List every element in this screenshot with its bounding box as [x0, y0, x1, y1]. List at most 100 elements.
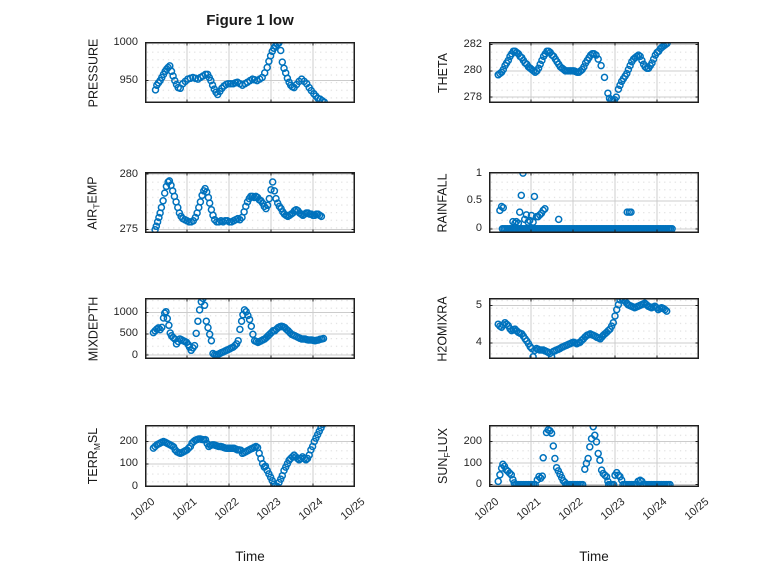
plot-area-sun_flux: [489, 425, 699, 487]
scatter-point: [623, 69, 631, 78]
scatter-point: [247, 322, 256, 330]
y-tick-label: 100: [463, 456, 482, 469]
scatter-point: [155, 213, 163, 222]
y-axis-label-text: AIR: [86, 208, 101, 230]
scatter-point: [648, 59, 656, 67]
tick-marks: [489, 42, 699, 103]
scatter-point: [208, 81, 217, 89]
scatter-point: [592, 438, 601, 446]
y-axis-label-sun_flux: SUNFLUX: [431, 425, 455, 487]
y-tick-label: 5: [475, 298, 482, 311]
scatter-point: [159, 314, 168, 322]
y-axis-label-text: RAINFALL: [436, 172, 450, 233]
y-tick-label: 0.5: [466, 194, 482, 207]
scatter-series: [151, 42, 329, 103]
scatter-point: [534, 64, 543, 72]
plot-area-pressure: [145, 42, 355, 103]
scatter-point: [504, 56, 513, 65]
scatter-point: [551, 454, 559, 463]
scatter-point: [609, 480, 618, 487]
y-axis-label-text: SL: [86, 427, 101, 444]
y-axis-label-text: H2OMIXRA: [436, 295, 451, 362]
y-axis-label-pressure: PRESSURE: [81, 38, 105, 107]
tick-marks: [489, 172, 699, 233]
scatter-point: [204, 323, 212, 332]
scatter-point: [541, 205, 549, 213]
scatter-point: [601, 471, 609, 479]
y-axis-label-text: TERR: [86, 450, 101, 485]
scatter-point: [536, 60, 544, 69]
scatter-point: [612, 93, 621, 101]
scatter-point: [624, 65, 633, 74]
scatter-point: [535, 472, 543, 481]
scatter-point: [267, 185, 275, 194]
scatter-point: [538, 56, 546, 65]
scatter-point: [496, 471, 504, 479]
scatter-point: [531, 480, 539, 487]
scatter-point: [530, 192, 539, 201]
scatter-point: [202, 317, 211, 325]
x-axis-label-right: Time: [579, 549, 609, 564]
scatter-point: [554, 215, 563, 224]
y-axis-label-subscript: M: [92, 443, 103, 451]
scatter-point: [184, 444, 193, 452]
scatter-point: [600, 73, 609, 82]
scatter-point: [158, 323, 166, 332]
scatter-point: [661, 42, 670, 49]
scatter-point: [662, 307, 671, 315]
y-tick-label: 1000: [113, 306, 138, 318]
scatter-point: [591, 431, 599, 440]
scatter-point: [522, 211, 531, 219]
scatter-point: [242, 202, 250, 211]
scatter-point: [195, 306, 204, 314]
tick-marks: [489, 298, 699, 359]
scatter-point: [638, 56, 646, 65]
tick-marks: [145, 298, 355, 359]
tick-marks: [145, 42, 355, 103]
scatter-point: [499, 65, 508, 74]
scatter-point: [584, 454, 592, 463]
scatter-point: [196, 198, 205, 206]
y-axis-label-text: PRESSURE: [86, 38, 100, 107]
scatter-point: [580, 63, 588, 71]
scatter-point: [526, 342, 534, 351]
scatter-point: [236, 325, 244, 334]
scatter-point: [224, 79, 232, 88]
y-axis-label-mixdepth: MIXDEPTH: [81, 296, 105, 361]
tick-marks: [489, 425, 699, 487]
scatter-point: [592, 51, 600, 59]
scatter-point: [594, 55, 602, 63]
scatter-point: [627, 208, 635, 216]
scatter-point: [226, 79, 235, 88]
y-tick-label: 0: [475, 222, 482, 235]
scatter-point: [266, 52, 275, 60]
scatter-series: [494, 425, 674, 487]
y-tick-label: 1: [475, 166, 482, 179]
scatter-point: [231, 341, 239, 350]
y-axis-label-subscript: T: [92, 203, 103, 209]
scatter-point: [273, 42, 282, 49]
scatter-point: [280, 64, 288, 73]
plot-area-air_temp: [145, 172, 355, 233]
y-tick-label: 280: [463, 64, 482, 77]
tick-marks: [145, 425, 355, 487]
scatter-point: [167, 67, 176, 76]
scatter-point: [165, 321, 173, 330]
scatter-point: [159, 197, 167, 205]
scatter-point: [205, 330, 214, 339]
x-axis-label-left: Time: [235, 549, 265, 564]
scatter-point: [494, 477, 502, 486]
scatter-point: [602, 472, 611, 481]
scatter-point: [661, 305, 669, 314]
scatter-point: [263, 201, 272, 210]
scatter-point: [609, 318, 618, 327]
y-tick-label: 282: [463, 38, 482, 51]
scatter-point: [597, 61, 605, 70]
y-axis-label-h2omixra: H2OMIXRA: [431, 295, 455, 362]
y-axis-label-text: EMP: [86, 175, 101, 204]
y-tick-label: 0: [475, 478, 482, 491]
scatter-point: [152, 222, 161, 231]
scatter-point: [151, 86, 160, 94]
scatter-point: [191, 213, 200, 222]
scatter-point: [245, 315, 254, 324]
